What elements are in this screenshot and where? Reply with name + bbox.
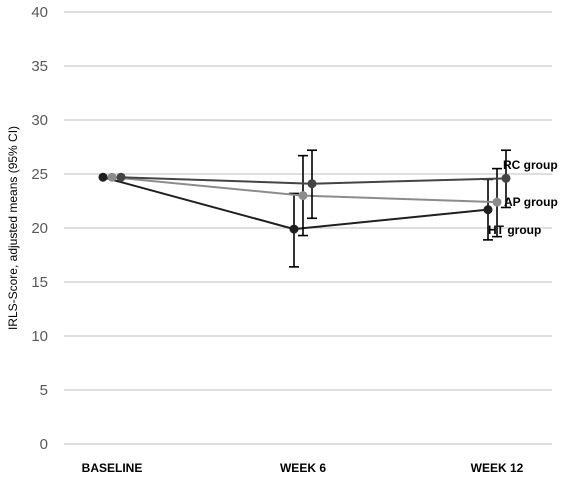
- y-tick-label: 10: [31, 328, 48, 345]
- data-point: [483, 205, 493, 215]
- data-point: [289, 224, 299, 234]
- series-labels: HT group AP group RC group: [488, 158, 558, 237]
- series-label: HT group: [488, 223, 541, 237]
- data-point: [501, 173, 511, 183]
- data-point: [116, 172, 126, 182]
- series-group: [107, 154, 502, 238]
- y-tick-label: 15: [31, 274, 48, 291]
- data-point: [307, 179, 317, 189]
- y-tick-label: 40: [31, 4, 48, 21]
- y-axis-label: IRLS-Score, adjusted means (95% CI): [6, 126, 20, 330]
- data-point: [298, 191, 308, 201]
- x-category-label: WEEK 6: [280, 461, 326, 475]
- y-tick-label: 30: [31, 112, 48, 129]
- y-tick-label: 25: [31, 166, 48, 183]
- series-group: [116, 149, 511, 220]
- y-tick-label: 5: [40, 382, 48, 399]
- data-point: [107, 172, 117, 182]
- x-category-label: WEEK 12: [471, 461, 524, 475]
- data-point: [492, 197, 502, 207]
- x-category-label: BASELINE: [82, 461, 143, 475]
- series-label: AP group: [504, 195, 558, 209]
- y-tick-label: 20: [31, 220, 48, 237]
- series-layer: [98, 149, 511, 268]
- y-tick-label: 0: [40, 436, 48, 453]
- x-axis-categories: BASELINE WEEK 6 WEEK 12: [82, 461, 524, 475]
- data-point: [98, 172, 108, 182]
- y-tick-label: 35: [31, 58, 48, 75]
- series-label: RC group: [503, 158, 558, 172]
- series-group: [98, 172, 493, 268]
- y-axis-ticks: 0 5 10 15 20 25 30 35 40: [31, 4, 48, 453]
- series-line: [102, 176, 489, 231]
